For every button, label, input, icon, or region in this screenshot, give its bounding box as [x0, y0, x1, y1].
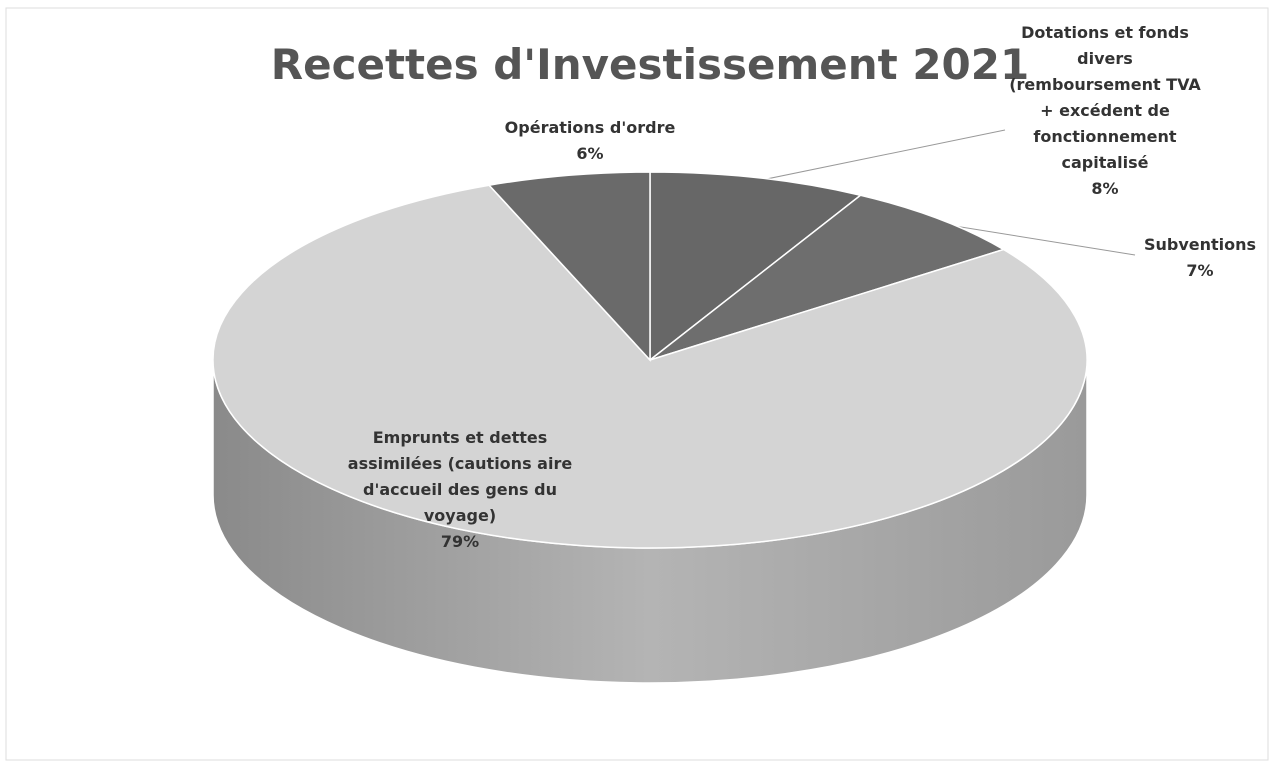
pie-slice — [649, 194, 1006, 361]
slice-label: Emprunts et dettes assimilées (cautions … — [335, 425, 585, 555]
leader-line — [751, 129, 1006, 183]
slice-value: 6% — [576, 144, 604, 163]
slice-value: 7% — [1186, 261, 1214, 280]
slice-name: Opérations d'ordre — [504, 118, 676, 137]
slice-label: Opérations d'ordre 6% — [480, 115, 700, 167]
chart-border — [5, 7, 1269, 761]
slice-name: Emprunts et dettes assimilées (cautions … — [347, 428, 573, 525]
slice-name: Subventions — [1143, 235, 1257, 254]
slice-value: 79% — [440, 532, 480, 551]
slice-value: 8% — [1091, 179, 1119, 198]
slice-label: Dotations et fonds divers (remboursement… — [1000, 20, 1210, 202]
slice-label: Subventions 7% — [1110, 232, 1276, 284]
pie-slice — [649, 171, 863, 362]
pie-slice — [212, 184, 1088, 549]
pie-slice — [487, 171, 651, 362]
slice-name: Dotations et fonds divers (remboursement… — [1009, 23, 1201, 172]
chart-title: Recettes d'Investissement 2021 — [270, 40, 1030, 89]
